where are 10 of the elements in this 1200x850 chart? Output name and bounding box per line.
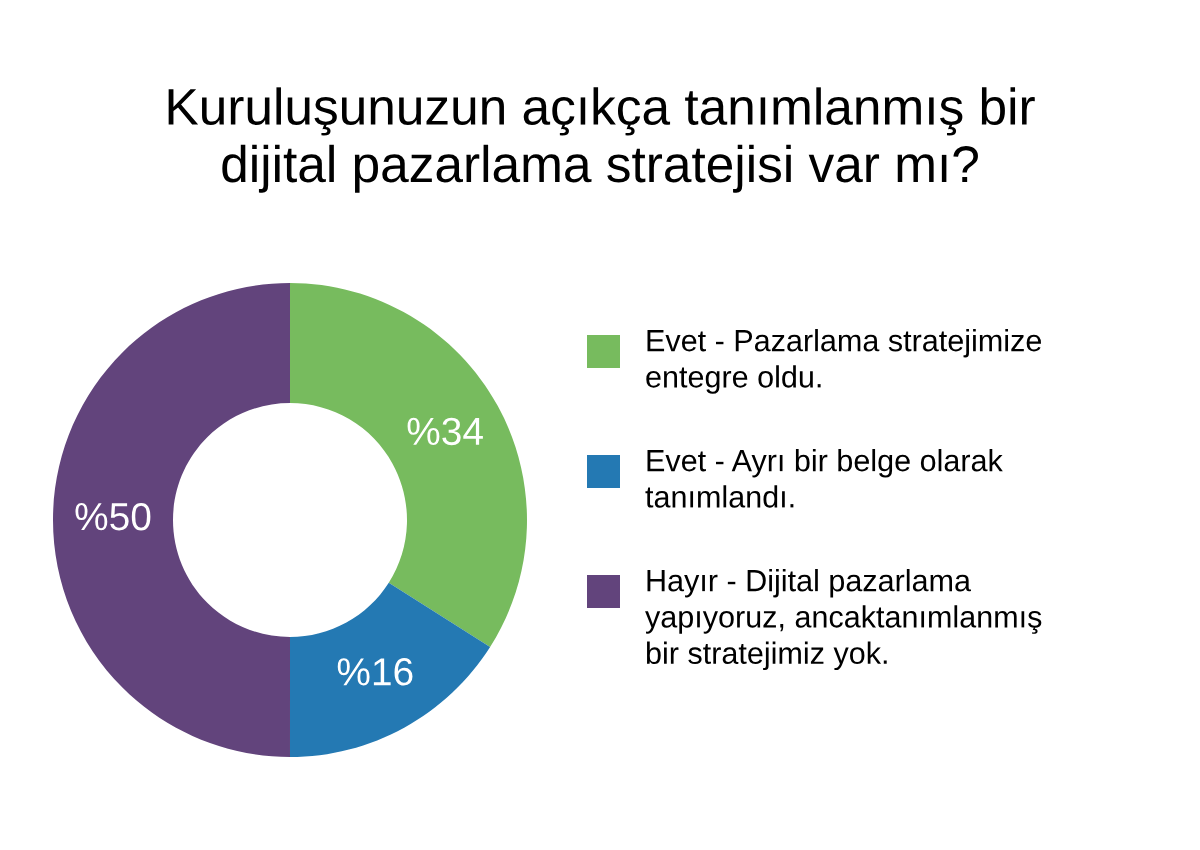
legend-label: Hayır - Dijital pazarlama yapıyoruz, ancaktanımlanmış bir stratejimiz yok.: [645, 569, 1042, 671]
donut-slice: [290, 582, 491, 757]
data-label: %50: [75, 502, 151, 531]
chart-title: Kuruluşunuzun açıkça tanımlanmış bir dijital pazarlama stratejisi var mı?: [168, 87, 1035, 193]
data-label: %16: [337, 658, 413, 686]
data-label: %34: [407, 417, 483, 446]
donut-slice: [290, 283, 527, 647]
legend-label: Evet - Pazarlama stratejimize entegre oldu.: [646, 329, 1041, 394]
legend-label: Evet - Ayrı bir belge olarak tanımlandı.: [645, 449, 1003, 508]
donut-slice: [53, 283, 290, 757]
